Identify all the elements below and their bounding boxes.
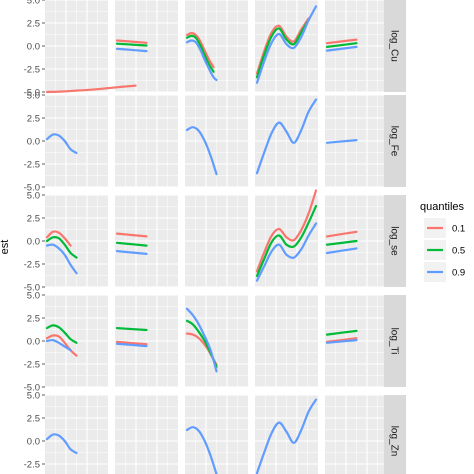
series-line-q0.9: [185, 126, 218, 176]
series-line-q0.9: [325, 339, 358, 344]
y-tick-label: -2.5: [24, 64, 40, 75]
y-tick-label: 2.5: [27, 313, 40, 324]
y-tick-label: -5.0: [24, 87, 40, 98]
facet-strip: [384, 395, 406, 474]
series-line-q0.5: [45, 324, 78, 344]
legend-label: 0.9: [452, 268, 465, 279]
legend-label: 0.1: [452, 224, 465, 235]
series-line-q0.5: [325, 329, 358, 336]
y-tick-label: 5.0: [27, 0, 40, 6]
series-line-q0.9: [45, 338, 72, 352]
legend-label: 0.5: [452, 246, 465, 257]
series-line-q0.9: [185, 39, 218, 82]
y-tick-label: 5.0: [27, 90, 40, 101]
y-tick-label: 0.0: [27, 236, 40, 247]
y-tick-label: 5.0: [27, 290, 40, 301]
y-tick-label: 2.5: [27, 413, 40, 424]
series-line-q0.9: [45, 433, 78, 455]
series-line-q0.1: [325, 38, 358, 45]
series-line-q0.1: [255, 189, 318, 273]
series-line-q0.9: [45, 243, 78, 275]
y-tick-label: 0.0: [27, 41, 40, 52]
series-line-q0.1: [45, 84, 137, 94]
y-tick-label: -2.5: [24, 459, 40, 470]
series-line-q0.1: [185, 31, 215, 69]
series-line-q0.1: [115, 39, 148, 44]
y-tick-label: -2.5: [24, 259, 40, 270]
y-tick-label: 2.5: [27, 113, 40, 124]
facet-strip-label: log_Cu: [389, 30, 400, 62]
y-tick-label: 0.0: [27, 436, 40, 447]
facet-strip: [384, 195, 406, 287]
y-tick-label: -5.0: [24, 382, 40, 393]
series-line-q0.5: [185, 34, 215, 73]
series-line-q0.9: [115, 342, 148, 348]
facet-strip-label: log_se: [389, 226, 400, 256]
facet-strip-label: log_Zn: [389, 426, 400, 457]
series-line-q0.5: [45, 235, 78, 259]
y-tick-label: -2.5: [24, 359, 40, 370]
series-line-q0.9: [325, 139, 358, 144]
series-line-q0.5: [325, 42, 358, 48]
series-line-q0.1: [115, 232, 148, 238]
y-tick-label: 2.5: [27, 18, 40, 29]
series-line-q0.9: [325, 247, 358, 255]
series-line-q0.9: [115, 250, 148, 255]
y-axis-title: est: [0, 240, 11, 255]
series-line-q0.9: [255, 98, 318, 175]
series-line-q0.9: [325, 45, 358, 52]
facet-strip: [384, 295, 406, 387]
facet-strip-label: log_Fe: [389, 126, 400, 157]
series-line-q0.1: [255, 17, 310, 75]
legend: quantiles 0.1 0.5 0.9: [420, 201, 465, 282]
y-tick-label: -5.0: [24, 182, 40, 193]
series-line-q0.5: [255, 19, 310, 79]
y-tick-label: -5.0: [24, 282, 40, 293]
series-line-q0.5: [115, 241, 148, 247]
series-line-q0.5: [115, 42, 148, 47]
y-tick-label: 0.0: [27, 136, 40, 147]
series-line-q0.5: [325, 239, 358, 246]
series-line-q0.5: [255, 204, 318, 278]
y-tick-label: -2.5: [24, 159, 40, 170]
series-line-q0.9: [115, 47, 148, 53]
facet-strip: [384, 0, 406, 92]
series-line-q0.9: [45, 133, 78, 155]
y-tick-label: 2.5: [27, 213, 40, 224]
series-line-q0.9: [255, 5, 318, 84]
y-tick-label: 5.0: [27, 190, 40, 201]
legend-title: quantiles: [420, 201, 465, 213]
series-line-q0.5: [115, 327, 148, 332]
series-line-q0.1: [325, 230, 358, 238]
series-line-q0.9: [185, 307, 218, 373]
series-line-q0.9: [255, 222, 318, 282]
facet-strip-label: log_Ti: [389, 328, 400, 355]
series-line-q0.9: [255, 398, 318, 474]
y-tick-label: 5.0: [27, 390, 40, 401]
series-line-q0.1: [45, 230, 72, 247]
facet-strip: [384, 95, 406, 187]
y-tick-label: 0.0: [27, 336, 40, 347]
series-line-q0.9: [185, 426, 218, 474]
series-line-q0.1: [115, 340, 148, 346]
panels: 5.0 2.5 0.0 -2.5 -5.0 log_Cu 5.0 2.5 0.0 -2.5 -5.0…: [24, 0, 406, 474]
